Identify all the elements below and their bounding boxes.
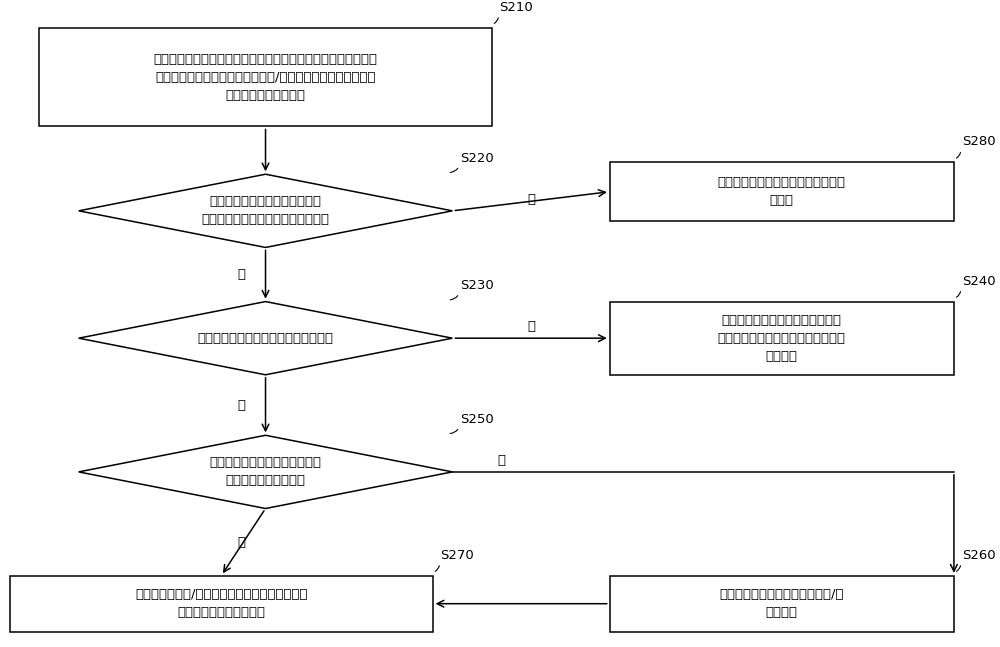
Text: 提示未找到与所述信息查找请求对应
的信息: 提示未找到与所述信息查找请求对应 的信息	[718, 176, 846, 207]
Text: 否: 否	[527, 193, 535, 206]
Polygon shape	[79, 174, 452, 247]
FancyBboxPatch shape	[610, 162, 954, 221]
Polygon shape	[79, 435, 452, 509]
Text: S270: S270	[441, 549, 474, 562]
Text: S280: S280	[962, 135, 995, 148]
Text: S250: S250	[460, 413, 494, 426]
Polygon shape	[79, 302, 452, 375]
FancyBboxPatch shape	[39, 28, 492, 126]
Text: 提示使用者运行相应的主应用和/或
分身应用: 提示使用者运行相应的主应用和/或 分身应用	[720, 588, 844, 619]
FancyBboxPatch shape	[610, 576, 954, 631]
Text: 否: 否	[498, 454, 506, 467]
Text: S220: S220	[460, 151, 494, 165]
FancyBboxPatch shape	[610, 302, 954, 375]
Text: S210: S210	[500, 1, 533, 14]
Text: 判断所述信息是否对应于目标应用账户: 判断所述信息是否对应于目标应用账户	[198, 332, 334, 345]
Text: S240: S240	[962, 274, 995, 287]
Text: 是: 是	[237, 268, 245, 281]
Text: 否: 否	[237, 399, 245, 411]
Text: 是: 是	[527, 320, 535, 333]
Text: 是: 是	[237, 536, 245, 549]
Text: 在所述主应用和/或分身应用中，显示与所述同步
查找请求对应的查找结果: 在所述主应用和/或分身应用中，显示与所述同步 查找请求对应的查找结果	[135, 588, 308, 619]
Text: S230: S230	[460, 279, 494, 292]
Text: 在目标应用账户是当前运行的应用
时，显示与所述信息查找请求对应的
查找结果: 在目标应用账户是当前运行的应用 时，显示与所述信息查找请求对应的 查找结果	[718, 314, 846, 363]
Text: 判断所述主应用或分身应用账户
是否为当前运行的应用: 判断所述主应用或分身应用账户 是否为当前运行的应用	[210, 456, 322, 487]
Text: 根据所述信息查找请求和所述同步查找请求，分别在目标应用以
及与目标应用账户关联的主应用和/或分身应用中查找与所述信
息查找请求对应的信息: 根据所述信息查找请求和所述同步查找请求，分别在目标应用以 及与目标应用账户关联的…	[154, 52, 378, 102]
FancyBboxPatch shape	[10, 576, 433, 631]
Text: S260: S260	[962, 549, 995, 562]
Text: 判断是否查找到与所述信息查找
请求和所述同步查找请求对应的信息: 判断是否查找到与所述信息查找 请求和所述同步查找请求对应的信息	[202, 195, 330, 226]
